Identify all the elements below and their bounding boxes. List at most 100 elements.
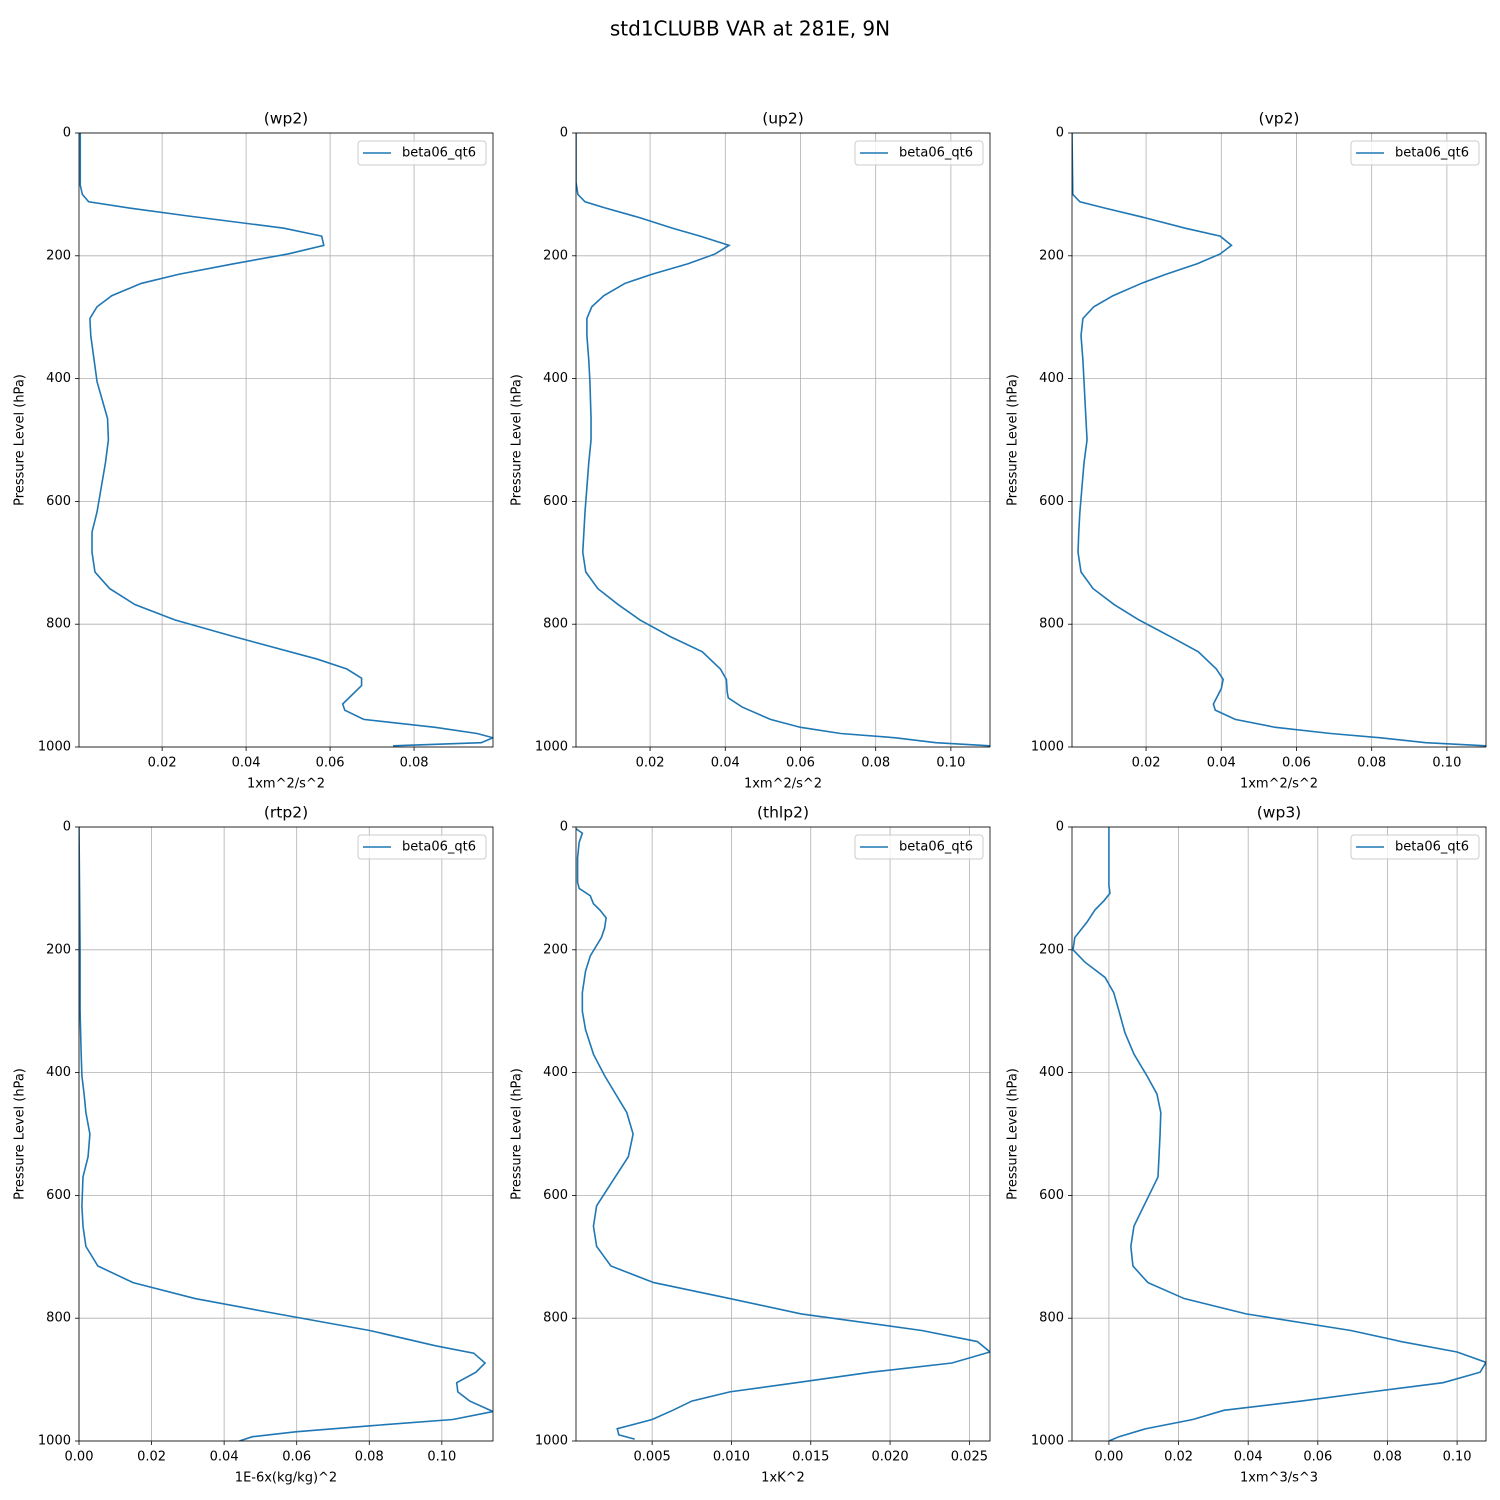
y-tick-label: 400 (543, 371, 568, 386)
y-tick-label: 0 (560, 126, 568, 141)
y-tick-label: 0 (63, 126, 71, 141)
profile-line (576, 133, 990, 747)
profile-line (79, 827, 493, 1441)
panel: 0.00 0.02 0.04 0.06 0.08 0.10 0 200 400 600 800 100… (1006, 804, 1487, 1486)
y-tick-label: 800 (1039, 617, 1064, 632)
y-axis-label: Pressure Level (hPa) (510, 374, 525, 506)
x-axis-label: 1E-6x(kg/kg)^2 (235, 1471, 337, 1486)
y-tick-label: 0 (63, 820, 71, 835)
x-tick-label: 0.015 (792, 1450, 829, 1465)
y-tick-label: 600 (46, 1188, 71, 1203)
y-tick-label: 800 (543, 617, 568, 632)
y-tick-label: 1000 (38, 1434, 71, 1449)
x-tick-label: 0.06 (1282, 756, 1311, 771)
legend-label: beta06_qt6 (1395, 146, 1469, 161)
x-tick-label: 0.08 (400, 756, 429, 771)
y-tick-label: 800 (46, 1311, 71, 1326)
x-tick-label: 0.025 (951, 1450, 988, 1465)
x-tick-label: 0.10 (1443, 1450, 1472, 1465)
y-tick-label: 600 (543, 1188, 568, 1203)
plot-frame (575, 132, 991, 748)
x-tick-label: 0.06 (282, 1450, 311, 1465)
plot-frame (78, 132, 494, 748)
legend-box (854, 140, 984, 166)
y-tick-label: 1000 (535, 1434, 568, 1449)
panel-title: (thlp2) (757, 804, 809, 822)
x-tick-label: 0.020 (871, 1450, 908, 1465)
legend-label: beta06_qt6 (1395, 840, 1469, 855)
y-tick-label: 400 (1039, 1065, 1064, 1080)
x-axis-label: 1xm^2/s^2 (744, 777, 822, 792)
panel-title: (vp2) (1259, 110, 1300, 128)
panel-title: (wp3) (1257, 804, 1301, 822)
y-tick-label: 1000 (1031, 740, 1064, 755)
y-tick-label: 200 (46, 248, 71, 263)
legend-box (854, 834, 984, 860)
x-tick-label: 0.08 (1357, 756, 1386, 771)
panel: 0.02 0.04 0.06 0.08 0 200 400 600 800 1000 (wp2) 1x… (13, 110, 494, 792)
legend-box (1350, 140, 1480, 166)
x-axis-label: 1xm^2/s^2 (1240, 777, 1318, 792)
x-tick-label: 0.02 (636, 756, 665, 771)
legend-label: beta06_qt6 (402, 146, 476, 161)
x-tick-label: 0.04 (1234, 1450, 1263, 1465)
plot-frame (575, 826, 991, 1442)
x-tick-label: 0.10 (936, 756, 965, 771)
legend-label: beta06_qt6 (899, 840, 973, 855)
profile-line (1072, 827, 1486, 1441)
x-tick-label: 0.00 (65, 1450, 94, 1465)
y-tick-label: 800 (46, 617, 71, 632)
legend-box (357, 834, 487, 860)
x-tick-label: 0.04 (711, 756, 740, 771)
panel-title: (rtp2) (264, 804, 308, 822)
y-tick-label: 0 (1056, 126, 1064, 141)
y-tick-label: 200 (543, 248, 568, 263)
y-tick-label: 1000 (1031, 1434, 1064, 1449)
figure-title: std1CLUBB VAR at 281E, 9N (610, 17, 890, 41)
x-tick-label: 0.06 (1303, 1450, 1332, 1465)
profile-line (1072, 133, 1486, 747)
x-tick-label: 0.02 (1132, 756, 1161, 771)
panel: 0.00 0.02 0.04 0.06 0.08 0.10 0 200 400 600 800 100… (13, 804, 494, 1486)
x-tick-label: 0.10 (427, 1450, 456, 1465)
x-tick-label: 0.005 (634, 1450, 671, 1465)
x-axis-label: 1xm^3/s^3 (1240, 1471, 1318, 1486)
y-tick-label: 800 (543, 1311, 568, 1326)
y-axis-label: Pressure Level (hPa) (13, 1068, 28, 1200)
plot-frame (1071, 826, 1487, 1442)
plot-frame (78, 826, 494, 1442)
legend-label: beta06_qt6 (402, 840, 476, 855)
y-tick-label: 400 (543, 1065, 568, 1080)
profile-line (79, 133, 493, 747)
x-tick-label: 0.00 (1094, 1450, 1123, 1465)
profile-line (576, 828, 990, 1440)
plot-frame (1071, 132, 1487, 748)
y-axis-label: Pressure Level (hPa) (1006, 1068, 1021, 1200)
y-tick-label: 0 (560, 820, 568, 835)
x-tick-label: 0.10 (1432, 756, 1461, 771)
panel: 0.02 0.04 0.06 0.08 0.10 0 200 400 600 800 1000 (up… (510, 110, 991, 792)
y-tick-label: 400 (46, 371, 71, 386)
x-axis-label: 1xK^2 (761, 1471, 805, 1486)
y-tick-label: 600 (46, 494, 71, 509)
y-tick-label: 1000 (38, 740, 71, 755)
legend-box (357, 140, 487, 166)
y-tick-label: 1000 (535, 740, 568, 755)
y-tick-label: 400 (46, 1065, 71, 1080)
y-tick-label: 400 (1039, 371, 1064, 386)
x-tick-label: 0.02 (137, 1450, 166, 1465)
y-axis-label: Pressure Level (hPa) (1006, 374, 1021, 506)
y-tick-label: 800 (1039, 1311, 1064, 1326)
x-tick-label: 0.010 (713, 1450, 750, 1465)
x-tick-label: 0.02 (1164, 1450, 1193, 1465)
y-axis-label: Pressure Level (hPa) (13, 374, 28, 506)
x-tick-label: 0.02 (148, 756, 177, 771)
x-tick-label: 0.08 (1373, 1450, 1402, 1465)
x-tick-label: 0.08 (355, 1450, 384, 1465)
y-tick-label: 200 (543, 942, 568, 957)
panel: 0.02 0.04 0.06 0.08 0.10 0 200 400 600 800 1000 (vp… (1006, 110, 1487, 792)
y-tick-label: 600 (1039, 494, 1064, 509)
